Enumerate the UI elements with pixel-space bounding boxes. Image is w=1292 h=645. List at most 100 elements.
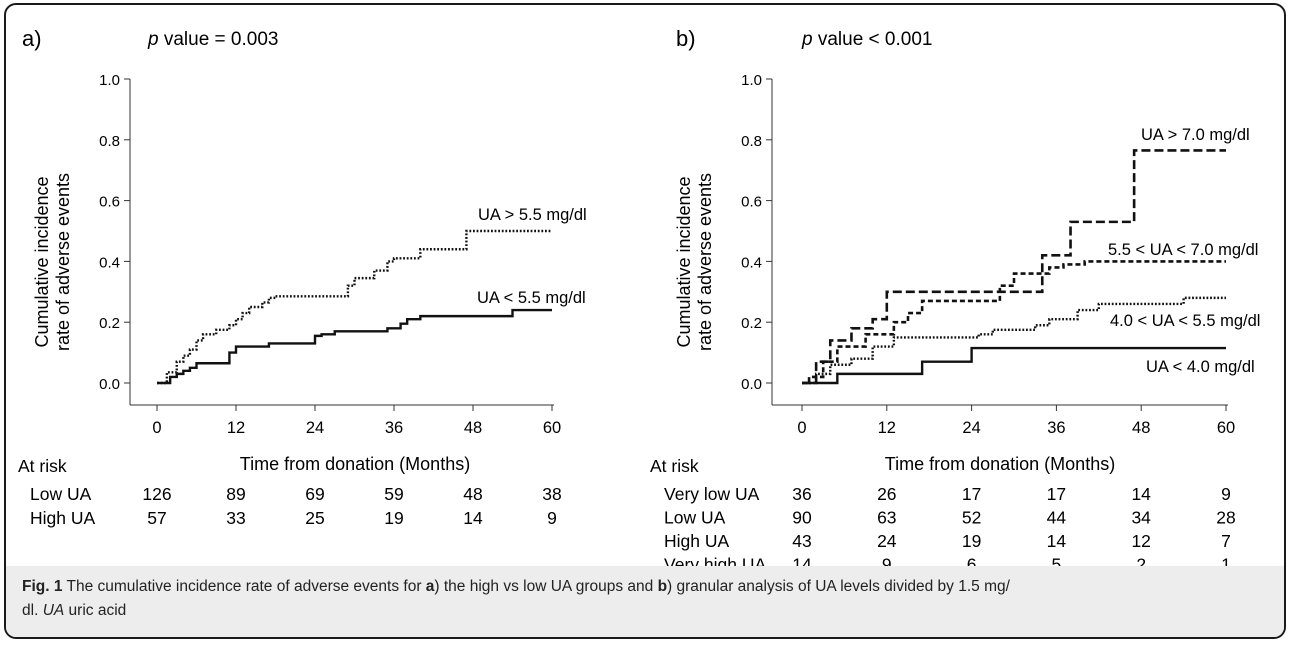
risk-row-value: 12	[1131, 531, 1150, 551]
x-tick-label: 12	[878, 419, 896, 437]
figure-frame	[4, 3, 1286, 639]
y-tick-label: 1.0	[741, 72, 762, 89]
panel-a-risk-table: Low UA 126 89 69 59 48 38 High UA 57 33 25 19 14 9	[30, 484, 562, 528]
panel-b: b) p value < 0.001 Cumulative incidence …	[650, 26, 1260, 566]
risk-row-value: 59	[384, 484, 403, 504]
risk-row-value: 52	[962, 508, 981, 528]
risk-row-value: 24	[877, 531, 897, 551]
caption-text-1: The cumulative incidence rate of adverse…	[62, 578, 426, 595]
risk-row-value: 17	[962, 484, 981, 504]
risk-row-value: 34	[1131, 508, 1151, 528]
risk-row-value: 19	[384, 508, 403, 528]
risk-row-value: 44	[1047, 508, 1067, 528]
risk-row-value: 2	[1136, 555, 1146, 567]
risk-row-value: 14	[463, 508, 483, 528]
series-annotation: UA < 4.0 mg/dl	[1146, 358, 1255, 376]
y-tick-label: 0.4	[741, 254, 762, 271]
y-tick-label: 1.0	[99, 72, 120, 89]
series-line-0-0	[157, 229, 552, 385]
risk-row-value: 14	[792, 555, 812, 567]
panel-a-p-italic: p	[147, 29, 159, 50]
panel-a-ylabel-1: Cumulative incidence	[32, 176, 52, 347]
series-line-1-0	[802, 149, 1226, 385]
y-tick-label: 0.8	[741, 133, 762, 150]
y-tick-label: 0.2	[99, 315, 120, 332]
risk-row-value: 25	[305, 508, 324, 528]
risk-row-label: High UA	[30, 508, 95, 528]
risk-row-value: 28	[1216, 508, 1235, 528]
y-tick-label: 0.6	[741, 194, 762, 211]
caption-text-3: ) granular analysis of UA levels divided…	[667, 578, 1010, 595]
x-tick-label: 60	[543, 419, 561, 437]
risk-row-value: 19	[962, 531, 981, 551]
x-tick-label: 48	[1132, 419, 1150, 437]
risk-row-value: 9	[882, 555, 892, 567]
caption-bold-a: a	[425, 578, 435, 595]
risk-row-value: 90	[792, 508, 812, 528]
panel-b-p-text: value < 0.001	[813, 29, 933, 50]
risk-row-label: High UA	[664, 531, 729, 551]
y-tick-label: 0.4	[99, 254, 120, 271]
risk-row-value: 69	[305, 484, 324, 504]
x-tick-label: 36	[1047, 419, 1065, 437]
series-annotation: 5.5 < UA < 7.0 mg/dl	[1108, 241, 1258, 259]
y-tick-label: 0.0	[741, 376, 762, 393]
caption-ua-abbr: UA	[42, 602, 65, 619]
caption-box: Fig. 1 The cumulative incidence rate of …	[6, 566, 1284, 637]
figure-caption: Fig. 1 The cumulative incidence rate of …	[22, 575, 1272, 623]
series-annotation: UA > 7.0 mg/dl	[1141, 126, 1250, 144]
panel-b-ylabel-1: Cumulative incidence	[674, 176, 694, 347]
risk-row-value: 48	[463, 484, 482, 504]
risk-row-value: 5	[1052, 555, 1062, 567]
caption-text-4: dl.	[22, 602, 43, 619]
panel-a-risk-title: At risk	[18, 456, 67, 476]
y-tick-label: 0.2	[741, 315, 762, 332]
y-tick-label: 0.0	[99, 376, 120, 393]
panel-a-p-text: value = 0.003	[159, 29, 279, 50]
risk-row-value: 9	[547, 508, 557, 528]
risk-row-value: 6	[967, 555, 977, 567]
y-tick-label: 0.8	[99, 133, 120, 150]
series-line-0-1	[157, 308, 552, 385]
x-tick-label: 12	[227, 419, 245, 437]
panel-a-ylabel-2: rate of adverse events	[53, 173, 73, 351]
series-annotation: UA < 5.5 mg/dl	[477, 289, 586, 307]
x-tick-label: 48	[464, 419, 482, 437]
risk-row-label: Very high UA	[664, 555, 766, 567]
risk-row-value: 9	[1221, 484, 1231, 504]
risk-row-value: 17	[1047, 484, 1066, 504]
caption-text-2: ) the high vs low UA groups and	[434, 578, 658, 595]
risk-row-label: Low UA	[30, 484, 92, 504]
figure-canvas: a) p value = 0.003 Cumulative incidence …	[18, 26, 1260, 566]
risk-row-label: Low UA	[664, 508, 726, 528]
series-line-1-3	[802, 346, 1226, 385]
risk-row-label: Very low UA	[664, 484, 760, 504]
risk-row-value: 89	[226, 484, 245, 504]
risk-row-value: 126	[142, 484, 171, 504]
panel-b-xlabel: Time from donation (Months)	[885, 454, 1115, 474]
series-annotation: 4.0 < UA < 5.5 mg/dl	[1110, 312, 1260, 330]
panel-b-ylabel-2: rate of adverse events	[695, 173, 715, 351]
risk-row-value: 63	[877, 508, 896, 528]
risk-row-value: 7	[1221, 531, 1231, 551]
panel-b-plot: 0.0 0.2 0.4 0.6 0.8 1.0 0 12 24 36 48 60 UA > 7.0 mg…	[741, 72, 1260, 437]
risk-row-value: 43	[792, 531, 811, 551]
y-tick-label: 0.6	[99, 194, 120, 211]
panel-a-label: a)	[22, 26, 42, 51]
risk-row-value: 38	[542, 484, 561, 504]
risk-row-value: 26	[877, 484, 896, 504]
panel-a-xlabel: Time from donation (Months)	[240, 454, 470, 474]
panel-a: a) p value = 0.003 Cumulative incidence …	[18, 26, 587, 528]
risk-row-value: 14	[1131, 484, 1151, 504]
risk-row-value: 57	[147, 508, 166, 528]
x-tick-label: 24	[962, 419, 980, 437]
caption-fig-label: Fig. 1	[22, 578, 63, 595]
panel-b-pvalue: p value < 0.001	[801, 29, 932, 50]
x-tick-label: 0	[797, 419, 806, 437]
x-tick-label: 24	[306, 419, 324, 437]
panel-a-pvalue: p value = 0.003	[147, 29, 278, 50]
panel-b-risk-title: At risk	[650, 456, 699, 476]
caption-text-5: uric acid	[64, 602, 127, 619]
panel-a-plot: 0.0 0.2 0.4 0.6 0.8 1.0 0 12 24 36 48 60 UA > 5.5 mg…	[99, 72, 587, 437]
